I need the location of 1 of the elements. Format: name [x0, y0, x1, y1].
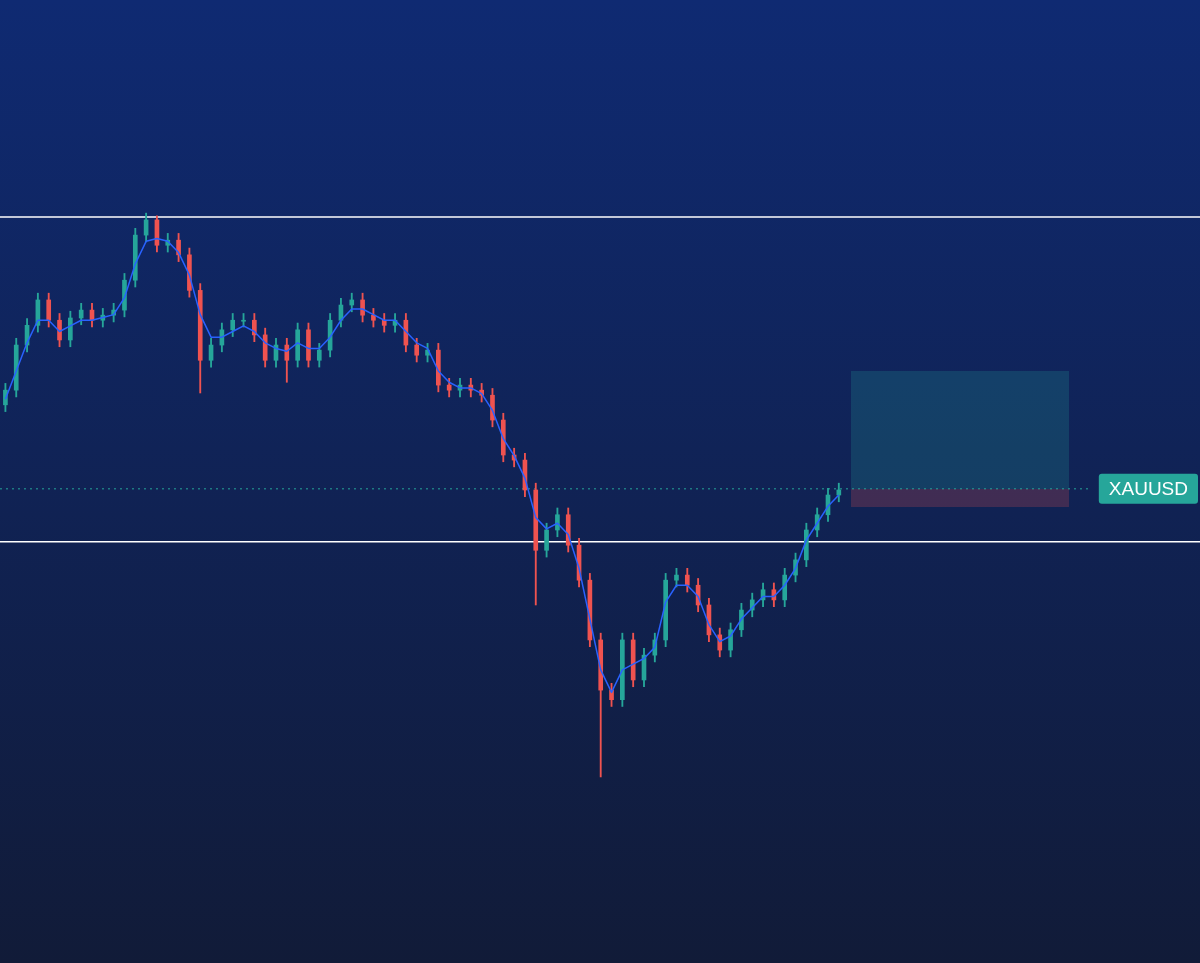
ref-line-label: XAUUSD	[1108, 478, 1188, 500]
